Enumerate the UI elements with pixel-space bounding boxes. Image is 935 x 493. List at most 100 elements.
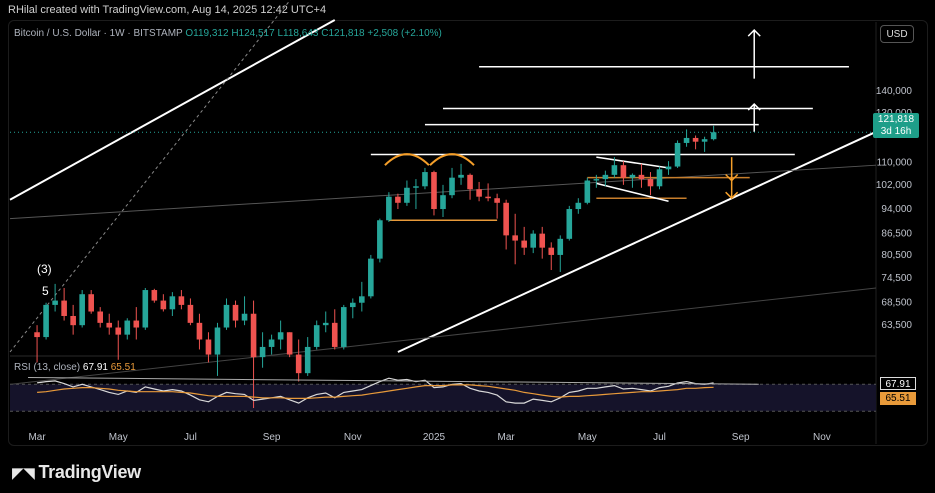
- symbol-legend: Bitcoin / U.S. Dollar · 1W · BITSTAMP O1…: [14, 28, 442, 39]
- candle-body: [178, 296, 185, 305]
- currency-button[interactable]: USD: [880, 25, 914, 43]
- rsi-legend-value: 67.91: [82, 362, 108, 373]
- candle-body: [566, 209, 573, 239]
- chart-frame: [8, 20, 928, 446]
- candle-body: [313, 325, 320, 347]
- x-tick-label: Sep: [732, 432, 750, 443]
- candle-body: [386, 196, 392, 221]
- candle-body: [232, 304, 239, 321]
- target-arrow-up-high-head: [747, 29, 761, 37]
- tradingview-logo: ◤◥ TradingView: [12, 462, 141, 483]
- candle-body: [322, 322, 329, 326]
- candle-body: [602, 174, 609, 180]
- wave-3-label: (3): [37, 262, 52, 276]
- x-tick-label: Mar: [28, 432, 46, 443]
- x-tick-label: Jul: [653, 432, 666, 443]
- candle-body: [70, 315, 76, 326]
- y-tick-label: 102,000: [876, 180, 913, 191]
- candle-body: [214, 327, 221, 355]
- x-tick-label: May: [578, 432, 597, 443]
- target-arrow-up-low-head: [747, 102, 761, 111]
- channel-mid-line: [9, 0, 291, 353]
- candle-body: [656, 169, 663, 187]
- x-tick-label: Sep: [263, 432, 281, 443]
- candle-body: [187, 304, 194, 323]
- candle-body: [97, 311, 104, 323]
- close-value: C121,818: [321, 28, 365, 39]
- candle-body: [674, 142, 681, 167]
- candle-body: [710, 132, 717, 140]
- rsi-value-tag: 67.91: [880, 377, 916, 390]
- candle-body: [701, 139, 708, 142]
- candle-body: [331, 322, 338, 347]
- y-tick-label: 94,000: [881, 204, 912, 215]
- candle-body: [593, 179, 600, 181]
- candle-body: [503, 202, 509, 236]
- candle-body: [196, 322, 203, 340]
- shoulder-arc: [384, 153, 430, 166]
- rsi-ma-value-tag: 65.51: [880, 392, 916, 405]
- y-tick-label: 110,000: [877, 157, 913, 168]
- candle-body: [88, 294, 94, 312]
- rsi-title: RSI (13, close): [14, 362, 81, 373]
- candle-body: [295, 354, 302, 374]
- candle-body: [458, 174, 464, 178]
- candle-body: [404, 187, 410, 203]
- candle-body: [467, 174, 473, 190]
- candle-body: [43, 304, 49, 338]
- open-value: O119,312: [185, 28, 229, 39]
- x-tick-label: 2025: [423, 432, 446, 443]
- candle-body: [620, 165, 627, 178]
- rsi-legend: RSI (13, close) 67.91 65.51: [14, 362, 136, 373]
- candle-body: [575, 202, 582, 210]
- candle-body: [440, 195, 446, 210]
- candle-body: [52, 300, 58, 305]
- y-tick-label: 86,500: [881, 229, 912, 240]
- channel-upper-line: [9, 19, 336, 201]
- x-tick-label: Nov: [344, 432, 362, 443]
- low-value: L118,643: [277, 28, 319, 39]
- rsi-trendline: [28, 377, 759, 385]
- pullback-arrow-down-2-head: [725, 191, 739, 200]
- candle-body: [223, 304, 230, 328]
- candle-body: [638, 174, 645, 180]
- symbol-title: Bitcoin / U.S. Dollar · 1W · BITSTAMP: [14, 28, 183, 39]
- candle-body: [259, 346, 266, 358]
- candle-body: [124, 320, 131, 335]
- candle-body: [349, 302, 356, 308]
- candle-body: [557, 238, 564, 255]
- y-tick-label: 140,000: [876, 86, 913, 97]
- candle-body: [494, 198, 500, 203]
- flag-lower: [596, 182, 669, 202]
- candle-body: [359, 296, 365, 303]
- channel-lower-line: [397, 130, 877, 353]
- candle-body: [79, 294, 85, 326]
- candle-body: [647, 179, 654, 187]
- candle-body: [61, 300, 67, 316]
- candle-body: [106, 322, 113, 328]
- candle-body: [169, 296, 176, 310]
- y-tick-label: 74,500: [881, 273, 912, 284]
- wave-5-label: 5: [42, 284, 49, 298]
- rsi-band: [10, 384, 876, 412]
- candle-body: [611, 165, 618, 175]
- candle-body: [277, 332, 284, 340]
- candle-body: [584, 180, 591, 203]
- candle-body: [395, 196, 401, 203]
- gray-trendline-lower: [9, 287, 877, 385]
- last-price-tag: 121,818 3d 16h: [873, 113, 919, 138]
- candle-body: [629, 174, 636, 178]
- tradingview-mark-icon: ◤◥: [12, 465, 35, 482]
- y-tick-label: 80,500: [881, 250, 912, 261]
- candle-body: [692, 137, 699, 142]
- x-tick-label: Jul: [184, 432, 197, 443]
- candle-body: [449, 177, 455, 196]
- bar-countdown: 3d 16h: [880, 126, 912, 137]
- candle-body: [485, 196, 491, 199]
- candle-body: [142, 290, 149, 328]
- y-tick-label: 63,500: [881, 320, 912, 331]
- x-tick-label: Mar: [498, 432, 516, 443]
- candle-body: [250, 313, 257, 358]
- candle-body: [368, 258, 374, 297]
